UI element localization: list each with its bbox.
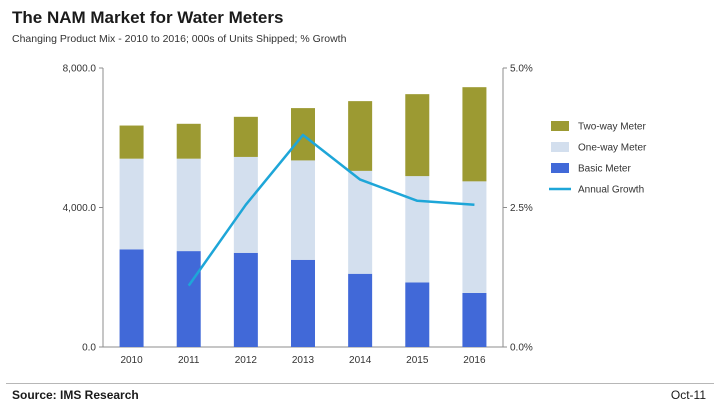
legend-swatch-basic-meter — [551, 163, 569, 173]
bar-two-way-meter-2012 — [233, 116, 258, 157]
x-tick-label: 2016 — [463, 355, 486, 366]
footer-divider — [6, 383, 714, 384]
bar-two-way-meter-2014 — [348, 101, 373, 171]
bar-one-way-meter-2013 — [291, 160, 315, 260]
legend-label-two-way-meter: Two-way Meter — [578, 122, 646, 133]
x-tick-label: 2014 — [349, 355, 372, 366]
legend-label-annual-growth: Annual Growth — [578, 185, 644, 196]
chart-subtitle: Changing Product Mix - 2010 to 2016; 000… — [12, 33, 347, 45]
annual-growth-line — [187, 133, 475, 287]
source-label: Source: IMS Research — [12, 388, 139, 402]
y-left-tick-label: 4,000.0 — [63, 203, 97, 214]
x-tick-label: 2013 — [292, 355, 315, 366]
x-tick-label: 2015 — [406, 355, 429, 366]
bar-one-way-meter-2010 — [119, 158, 144, 250]
bar-basic-meter-2012 — [233, 252, 258, 347]
bar-one-way-meter-2014 — [348, 170, 373, 274]
bar-one-way-meter-2011 — [176, 158, 201, 252]
y-right-tick-label: 5.0% — [510, 64, 533, 75]
x-tick-label: 2012 — [235, 355, 258, 366]
legend-label-one-way-meter: One-way Meter — [578, 143, 647, 154]
bar-basic-meter-2016 — [462, 292, 487, 347]
bar-basic-meter-2014 — [348, 273, 373, 347]
date-label: Oct-11 — [670, 388, 706, 402]
x-tick-label: 2010 — [120, 355, 143, 366]
y-left-tick-label: 8,000.0 — [63, 64, 97, 75]
x-tick-label: 2011 — [178, 355, 200, 366]
bar-two-way-meter-2016 — [462, 87, 487, 182]
bar-one-way-meter-2015 — [405, 176, 430, 283]
y-right-tick-label: 0.0% — [510, 343, 533, 354]
bar-basic-meter-2011 — [176, 251, 201, 347]
bar-two-way-meter-2015 — [405, 94, 430, 177]
legend-swatch-two-way-meter — [551, 121, 569, 131]
bar-two-way-meter-2011 — [176, 123, 201, 159]
y-left-tick-label: 0.0 — [82, 343, 96, 354]
bar-two-way-meter-2010 — [119, 125, 144, 159]
chart-title: The NAM Market for Water Meters — [12, 8, 284, 27]
bar-basic-meter-2010 — [119, 249, 144, 347]
legend-swatch-one-way-meter — [551, 142, 569, 152]
legend-label-basic-meter: Basic Meter — [578, 164, 631, 175]
bar-basic-meter-2015 — [405, 282, 430, 347]
bar-one-way-meter-2016 — [462, 181, 487, 293]
y-right-tick-label: 2.5% — [510, 203, 533, 214]
bar-basic-meter-2013 — [291, 259, 315, 347]
